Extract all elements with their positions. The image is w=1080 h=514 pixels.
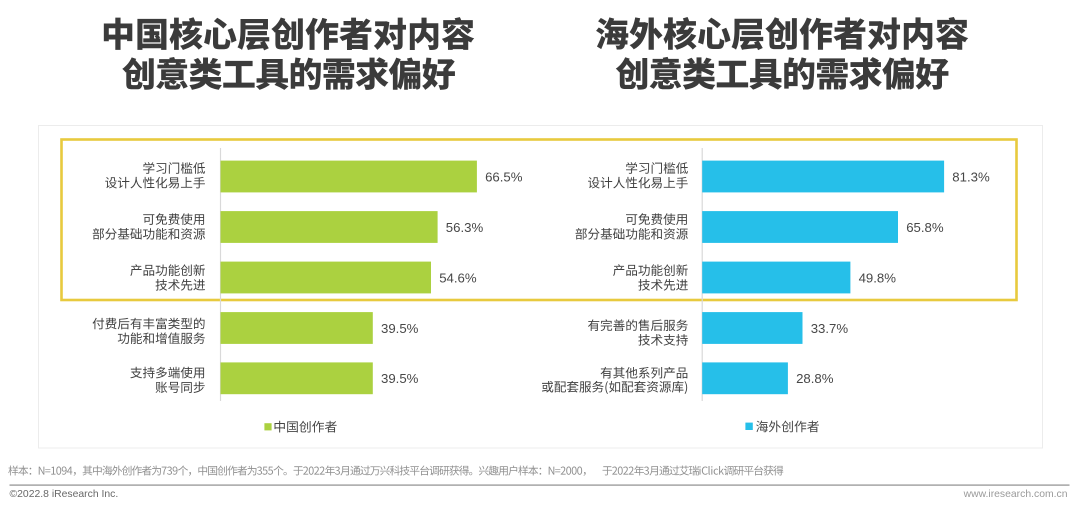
svg-text:39.5%: 39.5% bbox=[381, 321, 419, 336]
svg-text:54.6%: 54.6% bbox=[439, 270, 477, 285]
svg-text:www.iresearch.com.cn: www.iresearch.com.cn bbox=[963, 489, 1068, 500]
svg-text:39.5%: 39.5% bbox=[381, 371, 419, 386]
svg-text:49.8%: 49.8% bbox=[859, 270, 897, 285]
svg-text:66.5%: 66.5% bbox=[485, 169, 523, 184]
svg-text:28.8%: 28.8% bbox=[796, 371, 834, 386]
svg-text:65.8%: 65.8% bbox=[906, 220, 944, 235]
svg-text:©2022.8 iResearch Inc.: ©2022.8 iResearch Inc. bbox=[10, 489, 119, 500]
svg-text:33.7%: 33.7% bbox=[811, 321, 849, 336]
svg-text:56.3%: 56.3% bbox=[446, 220, 484, 235]
svg-text:81.3%: 81.3% bbox=[952, 169, 990, 184]
